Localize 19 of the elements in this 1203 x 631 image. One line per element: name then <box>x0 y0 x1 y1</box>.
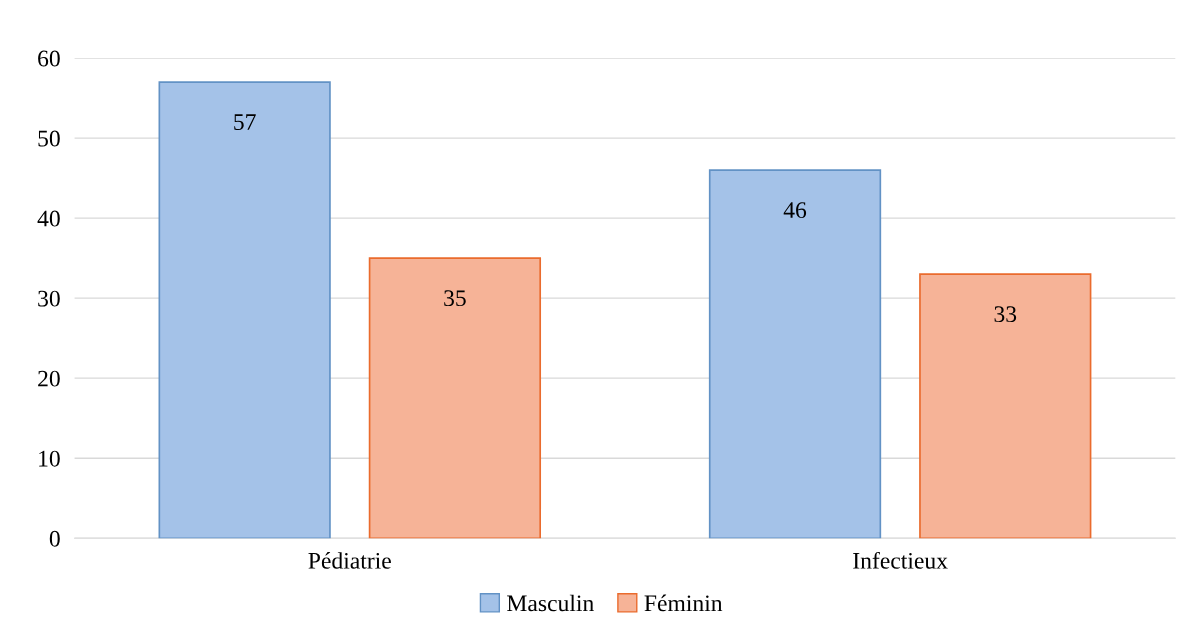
y-tick-label: 60 <box>38 50 60 67</box>
x-tick-label: Infectieux <box>853 551 948 569</box>
data-label: 35 <box>444 290 466 307</box>
data-label: 33 <box>994 306 1017 323</box>
x-tick-label: Pédiatrie <box>308 552 391 569</box>
y-tick-label: 40 <box>37 210 60 227</box>
y-tick-label: 30 <box>38 290 60 307</box>
bar <box>708 169 882 539</box>
y-tick-label: 10 <box>39 450 60 467</box>
bar <box>919 273 1092 539</box>
data-label: 57 <box>234 114 256 131</box>
y-tick-label: 50 <box>38 130 60 147</box>
bar <box>158 81 331 539</box>
legend-label: Masculin <box>507 594 594 612</box>
bar <box>368 257 542 539</box>
legend-label: Féminin <box>644 594 723 612</box>
y-tick-label: 0 <box>49 530 60 547</box>
data-label: 46 <box>783 202 807 219</box>
y-tick-label: 20 <box>38 370 60 387</box>
